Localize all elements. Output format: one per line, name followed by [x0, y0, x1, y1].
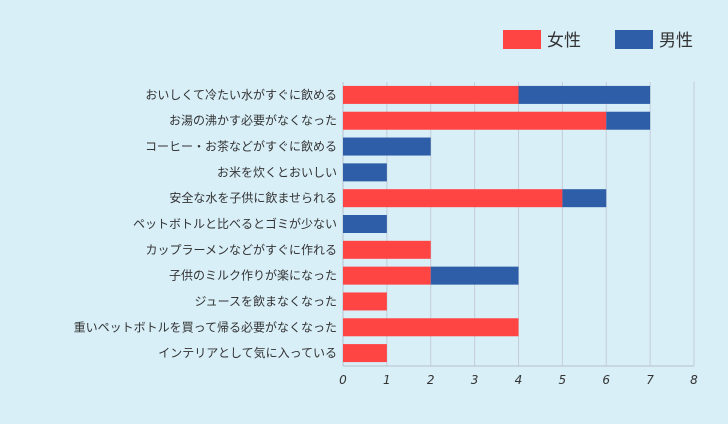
bar-female-8: [343, 292, 387, 311]
bar-male-0: [518, 85, 651, 104]
category-label-3: お米を炊くとおいしい: [217, 165, 337, 179]
x-tick-label-7: 7: [646, 373, 654, 387]
category-label-8: ジュースを飲まなくなった: [194, 293, 337, 308]
x-tick-label-5: 5: [559, 373, 567, 387]
legend-swatch-male: [615, 30, 653, 49]
category-label-1: お湯の沸かす必要がなくなった: [169, 113, 337, 128]
bar-male-4: [562, 189, 607, 208]
x-tick-label-1: 1: [383, 373, 391, 387]
category-label-10: インテリアとして気に入っている: [158, 345, 337, 360]
category-label-2: コーヒー・お茶などがすぐに飲める: [145, 139, 337, 154]
x-tick-label-8: 8: [690, 373, 698, 387]
category-label-5: ペットボトルと比べるとゴミが少ない: [133, 216, 337, 231]
legend-label-male: 男性: [659, 31, 693, 51]
bar-female-1: [343, 111, 607, 130]
bar-female-6: [343, 240, 431, 259]
bar-female-0: [343, 85, 519, 104]
x-tick-label-6: 6: [602, 373, 610, 387]
bar-male-7: [430, 266, 519, 285]
bar-female-7: [343, 266, 431, 285]
bar-female-4: [343, 189, 563, 208]
legend-swatch-female: [503, 30, 541, 49]
category-label-6: カップラーメンなどがすぐに作れる: [145, 242, 337, 257]
x-tick-label-4: 4: [515, 373, 523, 387]
x-tick-label-0: 0: [339, 373, 347, 387]
category-label-9: 重いペットボトルを買って帰る必要がなくなった: [74, 319, 337, 334]
category-label-7: 子供のミルク作りが楽になった: [169, 268, 337, 283]
category-label-0: おいしくて冷たい水がすぐに飲める: [145, 87, 337, 102]
bar-male-5: [343, 215, 387, 233]
bar-male-2: [343, 137, 431, 156]
bar-male-3: [343, 163, 387, 182]
x-tick-label-3: 3: [471, 373, 479, 387]
legend-label-female: 女性: [547, 31, 581, 51]
bar-female-10: [343, 344, 387, 363]
x-tick-label-2: 2: [427, 373, 435, 387]
category-label-4: 安全な水を子供に飲ませられる: [169, 190, 337, 205]
bar-female-9: [343, 318, 519, 337]
bar-male-1: [606, 111, 651, 130]
